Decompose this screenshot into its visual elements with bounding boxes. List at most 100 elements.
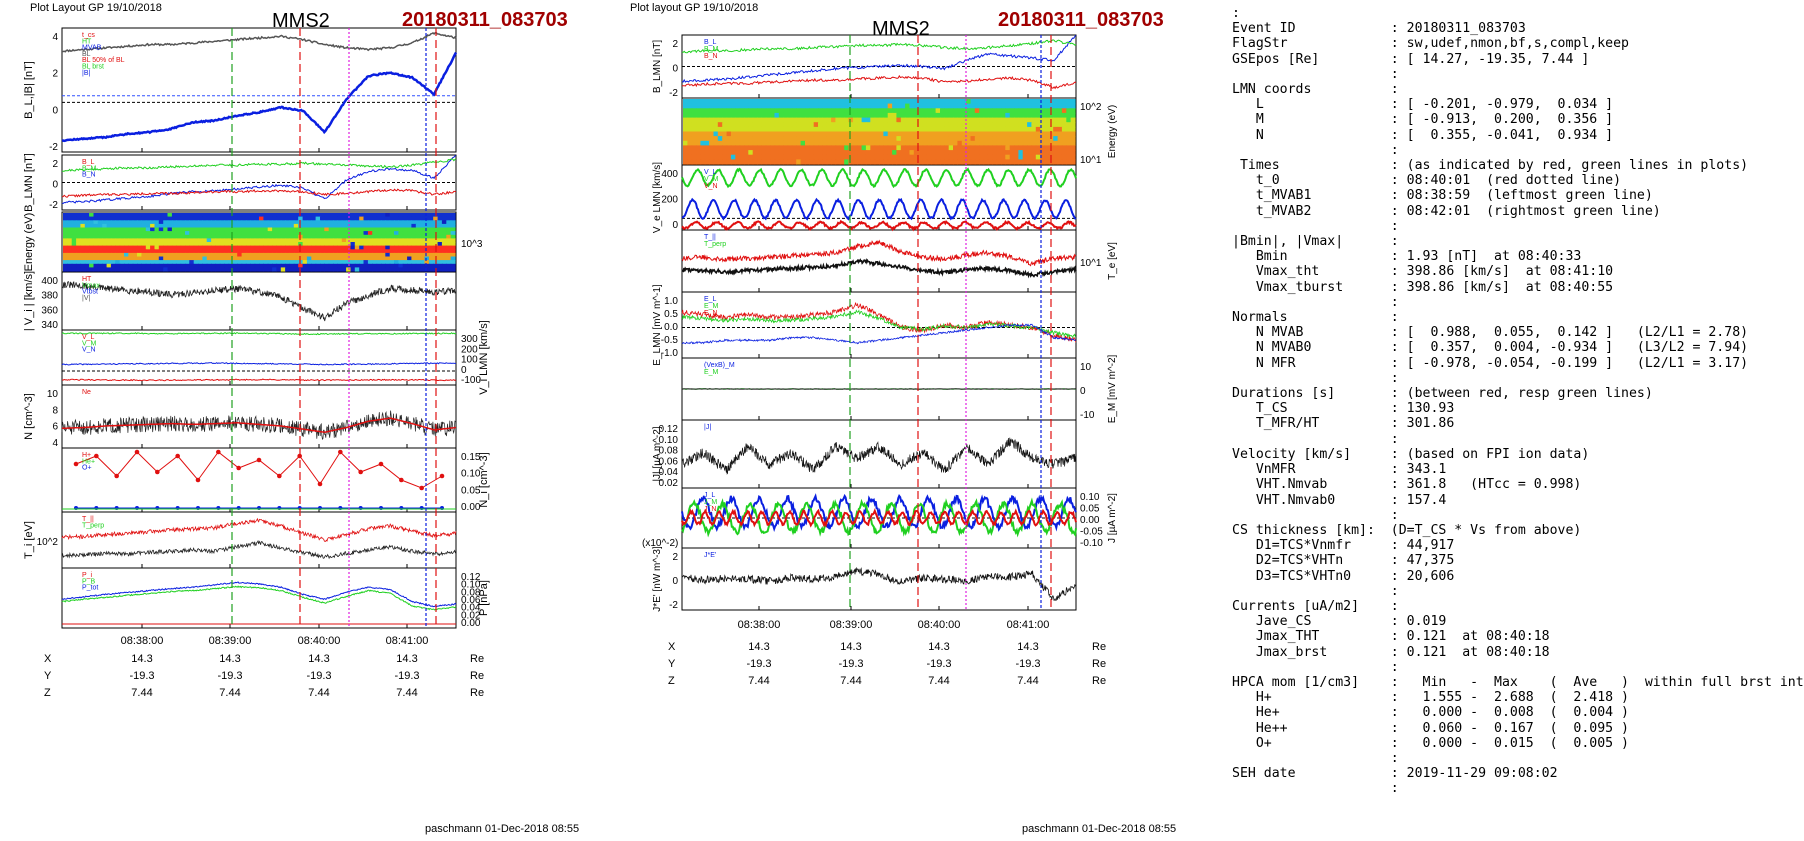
spectrogram-cell xyxy=(879,145,884,151)
spectrogram-cell xyxy=(228,249,234,254)
spectrogram-cell xyxy=(385,220,391,225)
spectrogram-cell xyxy=(124,252,129,258)
summary-line: He++ : 0.060 - 0.167 ( 0.095 ) xyxy=(1255,720,1629,736)
spectrogram-cell xyxy=(145,260,151,265)
summary-line: FlagStr : sw,udef,nmon,bf,s,compl,keep xyxy=(1232,36,1629,52)
spectrogram-cell xyxy=(193,256,199,261)
spectrogram-cell xyxy=(363,249,369,254)
spectrogram-cell xyxy=(267,267,273,272)
spectrogram-cell xyxy=(211,260,217,265)
spectrogram-cell xyxy=(748,117,754,123)
spectrogram-cell xyxy=(254,242,260,247)
orbit-value: 7.44 xyxy=(840,675,861,687)
spectrogram-cell xyxy=(796,103,802,109)
spectrogram-cell xyxy=(953,108,958,114)
spectrogram-cell xyxy=(398,220,404,225)
spectrogram-cell xyxy=(163,238,169,243)
spectrogram-cell xyxy=(696,136,702,142)
summary-line: Jmax_brst : 0.121 at 08:40:18 xyxy=(1255,644,1550,660)
spectrogram-cell xyxy=(215,252,221,258)
spectrogram-cell xyxy=(979,140,985,146)
spectrogram-cell xyxy=(787,154,793,160)
spectrogram-cell xyxy=(376,260,382,265)
spectrogram-cell xyxy=(219,256,225,261)
spectrogram-cell xyxy=(76,260,82,265)
spectrogram-cell xyxy=(141,223,147,229)
spectrogram-cell xyxy=(254,220,260,225)
y-tick-label: 0.00 xyxy=(1080,515,1100,526)
summary-line: CS thickness [km]: (D=T_CS * Vs from abo… xyxy=(1232,522,1582,538)
spectrogram-cell xyxy=(337,245,343,250)
spectrogram-cell xyxy=(354,267,360,272)
y-tick-label: 0.0 xyxy=(664,322,678,333)
spectrogram-cell xyxy=(709,145,715,151)
spectrogram-cell xyxy=(744,117,749,123)
y-tick-label: 0.15 xyxy=(461,452,481,463)
spectrogram-cell xyxy=(1009,131,1015,137)
spectrogram-cell xyxy=(892,140,898,146)
spectrogram-cell xyxy=(1061,99,1067,105)
spectrogram-cell xyxy=(407,249,413,254)
spectrogram-cell xyxy=(119,249,125,254)
spectrogram-cell xyxy=(1014,131,1019,137)
spectrogram-cell xyxy=(298,234,304,239)
spectrogram-cell xyxy=(250,231,256,236)
spectrogram-cell xyxy=(132,256,138,261)
spectrogram-cell xyxy=(913,159,919,165)
spectrogram-cell xyxy=(918,99,924,105)
spectrogram-cell xyxy=(76,231,82,236)
spectrogram-cell xyxy=(1035,131,1041,137)
spectrogram-cell xyxy=(341,245,347,250)
spectrogram-cell xyxy=(189,223,195,229)
spectrogram-cell xyxy=(861,126,867,133)
spectrogram-cell xyxy=(1035,136,1041,142)
spectrogram-cell xyxy=(900,136,906,142)
spectrogram-cell xyxy=(71,267,77,272)
spectrogram-cell xyxy=(346,216,352,221)
spectrogram-cell xyxy=(996,140,1002,146)
spectrogram-cell xyxy=(774,122,780,128)
spectrogram-cell xyxy=(276,252,282,258)
spectrogram-cell xyxy=(730,154,736,160)
spectrogram-cell xyxy=(241,242,247,247)
spectrogram-cell xyxy=(735,131,741,137)
spectrogram-cell xyxy=(206,263,212,268)
spectrogram-cell xyxy=(909,108,915,114)
spectrogram-cell xyxy=(224,242,230,247)
spectrogram-cell xyxy=(407,267,413,272)
spectrogram-cell xyxy=(687,136,693,142)
spectrogram-cell xyxy=(730,159,736,165)
spectrogram-cell xyxy=(219,220,225,225)
spectrogram-cell xyxy=(289,252,295,258)
spectrogram-cell xyxy=(381,252,386,258)
spectrogram-cell xyxy=(245,242,251,247)
spectrogram-cell xyxy=(141,227,147,232)
spectrogram-cell xyxy=(285,216,291,221)
spectrogram-cell xyxy=(289,245,295,250)
spectrogram-cell xyxy=(428,216,434,221)
spectrogram-cell xyxy=(752,136,758,142)
spectrogram-cell xyxy=(80,242,86,247)
spectrogram-cell xyxy=(84,223,90,229)
spectrogram-cell xyxy=(215,245,221,250)
y-tick-label: 10^2 xyxy=(1080,102,1102,113)
spectrogram-cell xyxy=(1014,117,1019,123)
spectrogram-cell xyxy=(306,213,312,218)
spectrogram-cell xyxy=(691,140,697,146)
spectrogram-cell xyxy=(961,136,967,142)
spectrogram-cell xyxy=(267,227,273,232)
spectrogram-cell xyxy=(411,245,417,250)
spectrogram-cell xyxy=(154,223,160,229)
spectrogram-cell xyxy=(110,256,116,261)
spectrogram-cell xyxy=(137,234,142,239)
spectrogram-cell xyxy=(420,223,426,229)
spectrogram-cell xyxy=(289,260,295,265)
spectrogram-cell xyxy=(852,112,858,119)
spectrogram-cell xyxy=(987,112,993,119)
spectrogram-cell xyxy=(215,260,221,265)
spectrogram-cell xyxy=(276,234,282,239)
spectrogram-cell xyxy=(89,216,95,221)
spectrogram-cell xyxy=(874,154,880,160)
spectrogram-cell xyxy=(106,267,112,272)
spectrogram-cell xyxy=(171,234,177,239)
